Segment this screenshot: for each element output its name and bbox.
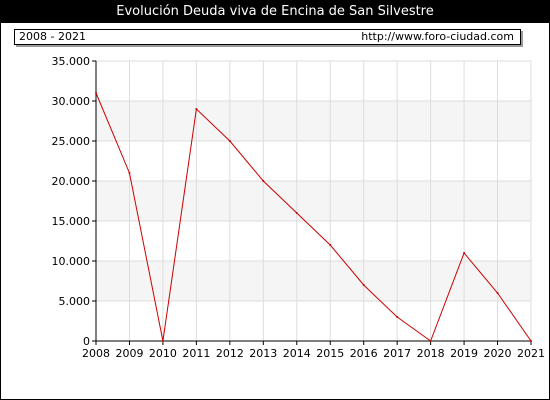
- source-url: http://www.foro-ciudad.com: [361, 30, 514, 43]
- y-tick-label: 15.000: [52, 215, 91, 228]
- y-tick-label: 25.000: [52, 135, 91, 148]
- plot-band: [96, 181, 531, 221]
- data-point: [496, 292, 499, 294]
- info-bar: 2008 - 2021 http://www.foro-ciudad.com: [14, 29, 521, 45]
- data-point: [396, 316, 399, 318]
- data-point: [95, 92, 97, 94]
- chart-title: Evolución Deuda viva de Encina de San Si…: [1, 1, 549, 23]
- x-axis-ticks: 2008 2009 2010 2011 2012 2013 2014 2015 2016 2017…: [82, 341, 545, 360]
- x-tick-label: 2013: [249, 347, 277, 360]
- x-tick-label: 2008: [82, 347, 110, 360]
- axes: [95, 61, 531, 342]
- series-group: [95, 92, 532, 342]
- data-point: [262, 180, 265, 182]
- data-point: [463, 252, 466, 254]
- data-point: [128, 172, 131, 174]
- x-tick-label: 2019: [450, 347, 478, 360]
- data-point: [530, 340, 532, 342]
- x-tick-label: 2011: [182, 347, 210, 360]
- data-point: [161, 340, 164, 342]
- plot-bands: [96, 101, 531, 301]
- y-tick-label: 30.000: [52, 95, 91, 108]
- year-range-label: 2008 - 2021: [19, 30, 86, 43]
- x-tick-label: 2020: [484, 347, 512, 360]
- x-tick-label: 2014: [283, 347, 311, 360]
- y-tick-label: 20.000: [52, 175, 91, 188]
- series-line: [95, 92, 532, 342]
- y-tick-label: 5.000: [59, 295, 91, 308]
- y-tick-label: 35.000: [52, 55, 91, 68]
- data-point: [295, 212, 298, 214]
- y-tick-label: 10.000: [52, 255, 91, 268]
- x-tick-label: 2015: [316, 347, 344, 360]
- plot-band: [96, 261, 531, 301]
- y-tick-label: 0: [83, 335, 90, 348]
- plot-band: [96, 101, 531, 141]
- data-point: [362, 284, 365, 286]
- data-point: [329, 244, 332, 246]
- x-tick-label: 2012: [216, 347, 244, 360]
- data-point: [195, 108, 198, 110]
- x-tick-label: 2021: [517, 347, 545, 360]
- x-tick-label: 2010: [149, 347, 177, 360]
- y-axis-ticks: 0 5.000 10.000 15.000 20.000 25.000 30.000 35.0…: [52, 55, 96, 348]
- x-tick-label: 2018: [417, 347, 445, 360]
- data-point: [228, 140, 231, 142]
- x-tick-label: 2017: [383, 347, 411, 360]
- x-tick-label: 2016: [350, 347, 378, 360]
- data-point: [429, 340, 432, 342]
- x-tick-label: 2009: [115, 347, 143, 360]
